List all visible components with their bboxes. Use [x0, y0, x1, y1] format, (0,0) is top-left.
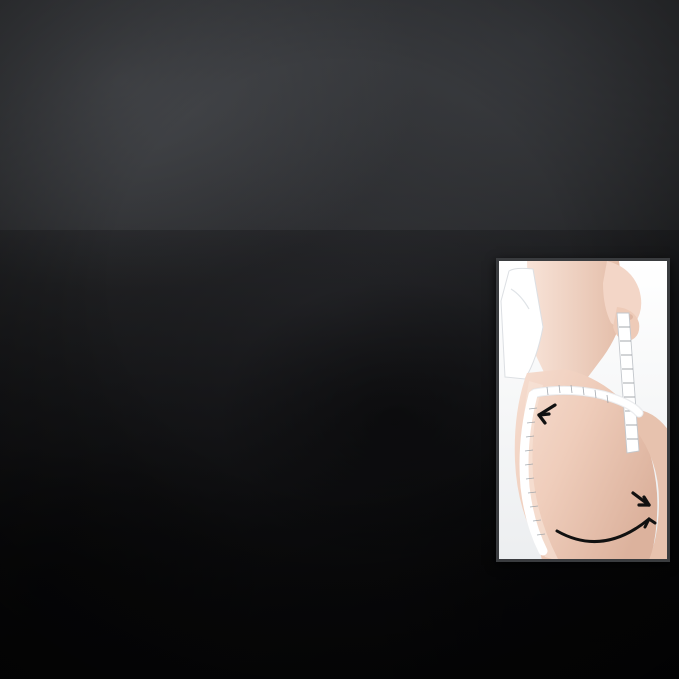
size-chart-table [12, 243, 486, 263]
thigh-measurement-photo [496, 258, 670, 562]
table-header-row [12, 243, 486, 263]
measurement-illustration [499, 261, 667, 559]
product-image-strip [0, 92, 679, 240]
